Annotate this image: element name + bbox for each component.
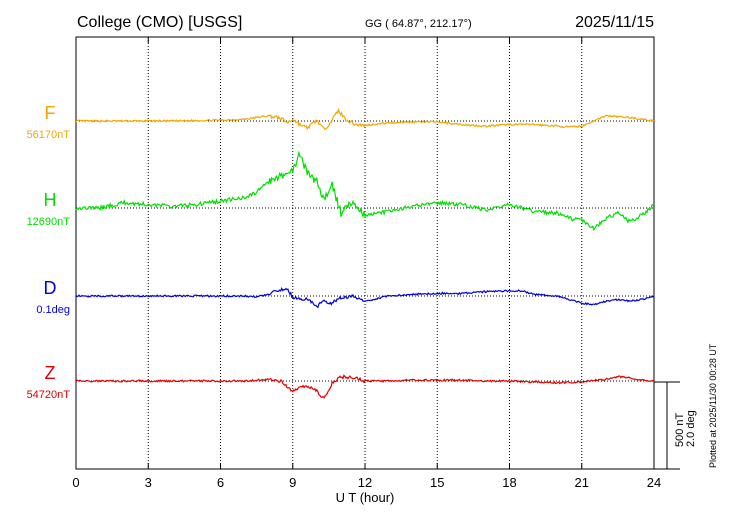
scale-field-label: 500 nT bbox=[674, 412, 686, 447]
x-axis: 0 3 6 9 12 15 18 21 24 bbox=[72, 37, 661, 490]
series-name-d: D bbox=[44, 278, 57, 298]
station-coords: GG ( 64.87°, 212.17°) bbox=[365, 18, 472, 30]
station-title: College (CMO) [USGS] bbox=[77, 14, 242, 31]
x-tick-label: 0 bbox=[72, 475, 79, 490]
series-baseline-z: 54720nT bbox=[27, 389, 71, 401]
series-baseline-h: 12690nT bbox=[27, 216, 71, 228]
series-baseline-f: 56170nT bbox=[27, 129, 71, 141]
series-group bbox=[75, 107, 655, 399]
x-tick-label: 12 bbox=[358, 475, 372, 490]
series-line-z bbox=[75, 374, 655, 399]
series-line-f bbox=[75, 107, 655, 131]
scale-angle-label: 2.0 deg bbox=[685, 410, 697, 447]
series-name-z: Z bbox=[45, 363, 56, 383]
plot-date: 2025/11/15 bbox=[575, 14, 654, 31]
x-axis-label: U T (hour) bbox=[336, 490, 395, 505]
series-line-d bbox=[75, 286, 655, 309]
x-tick-label: 3 bbox=[145, 475, 152, 490]
series-line-h bbox=[75, 150, 655, 232]
x-tick-label: 24 bbox=[647, 475, 661, 490]
x-tick-label: 9 bbox=[289, 475, 296, 490]
x-tick-label: 6 bbox=[217, 475, 224, 490]
series-name-h: H bbox=[44, 190, 57, 210]
series-name-f: F bbox=[45, 103, 56, 123]
series-labels: F 56170nT H 12690nT D 0.1deg Z 54720nT bbox=[27, 103, 71, 401]
x-tick-label: 18 bbox=[502, 475, 516, 490]
x-tick-label: 15 bbox=[430, 475, 444, 490]
plotted-at-note: Plotted at 2025/11/30 00:28 UT bbox=[708, 343, 718, 468]
series-baseline-d: 0.1deg bbox=[36, 304, 70, 316]
scale-bar: 500 nT 2.0 deg bbox=[654, 381, 697, 470]
x-tick-label: 21 bbox=[575, 475, 589, 490]
grid bbox=[147, 37, 583, 469]
